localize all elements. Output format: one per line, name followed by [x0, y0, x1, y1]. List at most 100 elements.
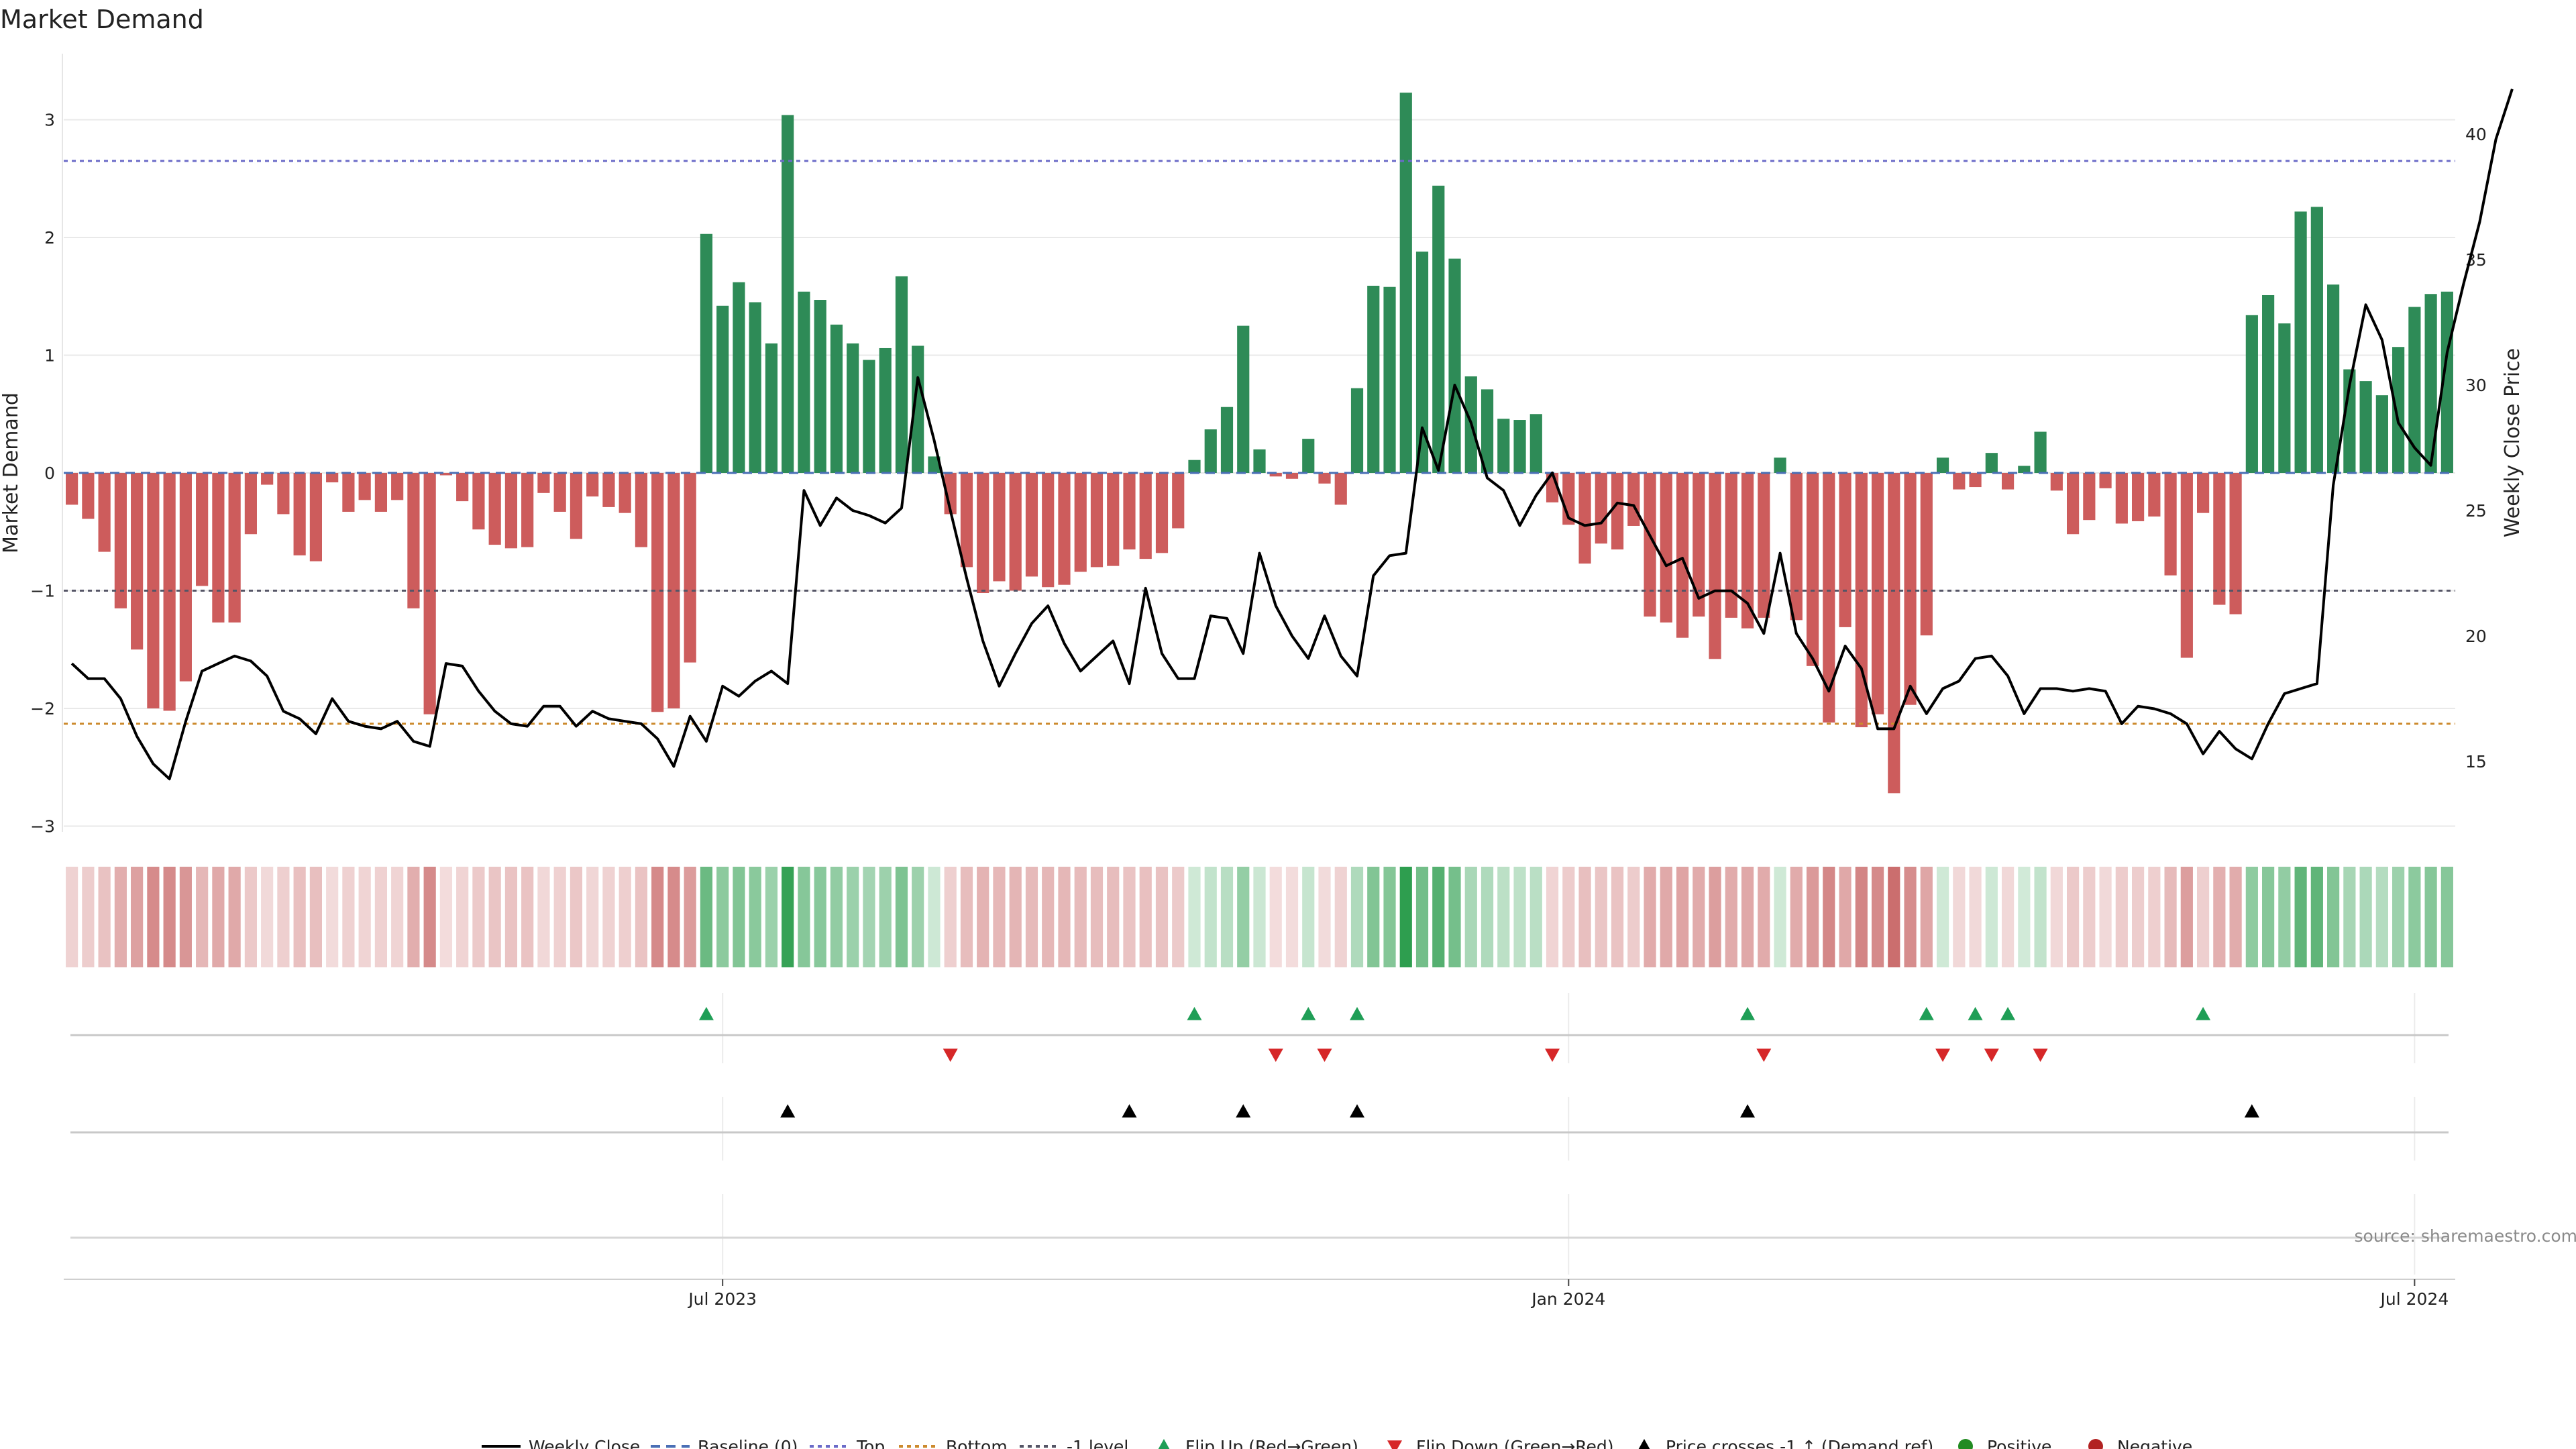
heat-cell	[1953, 867, 1966, 967]
demand-bar-negative	[114, 473, 127, 608]
flip-up-marker	[2000, 1007, 2016, 1020]
heat-cell	[1985, 867, 1998, 967]
heat-cell	[830, 867, 843, 967]
heat-cell	[2408, 867, 2421, 967]
demand-bar-negative	[521, 473, 534, 547]
demand-bar-negative	[1285, 473, 1299, 479]
demand-bar-negative	[1790, 473, 1803, 621]
demand-bar-negative	[993, 473, 1006, 582]
heat-cell	[423, 867, 436, 967]
heat-cell	[2164, 867, 2177, 967]
demand-bar-negative	[196, 473, 209, 586]
flip-down-marker	[943, 1049, 958, 1062]
demand-bar-negative	[1074, 473, 1087, 572]
demand-bar-positive	[2327, 284, 2340, 473]
demand-bar-positive	[749, 302, 761, 473]
heat-cell	[993, 867, 1006, 967]
demand-bar-negative	[1823, 473, 1835, 723]
legend-negative-label: Negative	[2117, 1437, 2192, 1449]
demand-bar-negative	[2050, 473, 2063, 491]
heat-cell	[2229, 867, 2242, 967]
demand-bar-positive	[798, 291, 810, 473]
demand-bar-negative	[944, 473, 957, 515]
price-cross-marker	[1740, 1104, 1756, 1118]
demand-bar-negative	[1107, 473, 1120, 566]
heat-cell	[847, 867, 859, 967]
heat-cell	[1090, 867, 1104, 967]
demand-bar-positive	[716, 305, 729, 473]
heat-cell	[1383, 867, 1396, 967]
demand-bar-negative	[2213, 473, 2226, 605]
demand-bar-negative	[1090, 473, 1104, 568]
demand-bar-positive	[2359, 381, 2372, 473]
legend-positive-swatch	[1958, 1439, 1973, 1449]
y2-tick-label: 40	[2465, 125, 2487, 144]
demand-bar-positive	[2034, 431, 2047, 473]
heat-cell	[602, 867, 615, 967]
heat-cell	[1693, 867, 1705, 967]
demand-bar-negative	[456, 473, 469, 502]
heat-cell	[1904, 867, 1917, 967]
heat-cell	[1936, 867, 1949, 967]
heat-cell	[196, 867, 209, 967]
demand-bar-negative	[2083, 473, 2096, 521]
heat-cell	[2099, 867, 2112, 967]
heat-cell	[863, 867, 875, 967]
demand-bar-negative	[1839, 473, 1851, 627]
demand-bar-negative	[472, 473, 485, 530]
heat-cell	[2278, 867, 2291, 967]
demand-bar-positive	[1399, 93, 1412, 473]
demand-bar-positive	[2375, 395, 2388, 473]
demand-bar-negative	[374, 473, 388, 512]
heat-cell	[1611, 867, 1624, 967]
heat-cell	[374, 867, 388, 967]
flip-up-marker	[1919, 1007, 1934, 1020]
demand-bar-positive	[1253, 449, 1266, 473]
heat-cell	[1253, 867, 1266, 967]
heat-cell	[1644, 867, 1656, 967]
demand-bar-negative	[2131, 473, 2145, 521]
heat-cell	[1774, 867, 1786, 967]
flip-down-marker	[1317, 1049, 1332, 1062]
chart-title: Market Demand	[0, 5, 204, 34]
heat-cell	[2294, 867, 2307, 967]
heat-cell	[2424, 867, 2437, 967]
demand-bar-negative	[2099, 473, 2112, 488]
heat-cell	[1529, 867, 1542, 967]
demand-bar-negative	[1334, 473, 1347, 505]
demand-bar-positive	[1513, 420, 1526, 473]
y-tick-label: 3	[44, 111, 55, 130]
heat-cell	[1578, 867, 1591, 967]
heat-cell	[1871, 867, 1884, 967]
demand-bar-negative	[163, 473, 176, 711]
heat-cell	[114, 867, 127, 967]
demand-bar-negative	[358, 473, 371, 500]
heat-cell	[1204, 867, 1217, 967]
demand-bar-positive	[895, 276, 908, 473]
heat-cell	[2327, 867, 2340, 967]
heat-cell	[1188, 867, 1201, 967]
heat-cell	[1513, 867, 1526, 967]
heat-cell	[1855, 867, 1868, 967]
heat-cell	[1042, 867, 1055, 967]
heat-cell	[439, 867, 453, 967]
demand-bars	[66, 93, 2453, 794]
demand-bar-negative	[1058, 473, 1071, 585]
demand-bar-positive	[847, 343, 859, 473]
demand-bar-negative	[1758, 473, 1770, 618]
heat-cell	[1139, 867, 1152, 967]
flip-up-marker	[1740, 1007, 1756, 1020]
demand-bar-negative	[1611, 473, 1624, 550]
demand-bar-positive	[1481, 389, 1494, 473]
heat-cell	[1448, 867, 1461, 967]
demand-bar-negative	[586, 473, 599, 497]
heat-cell	[1595, 867, 1607, 967]
demand-bar-positive	[1302, 439, 1315, 473]
price-cross-marker	[2244, 1104, 2259, 1118]
demand-bar-negative	[342, 473, 355, 512]
heat-cell	[1074, 867, 1087, 967]
flip-up-marker	[1350, 1007, 1365, 1020]
heat-cell	[488, 867, 501, 967]
demand-bar-negative	[2066, 473, 2080, 535]
y-tick-label: 2	[44, 228, 55, 248]
